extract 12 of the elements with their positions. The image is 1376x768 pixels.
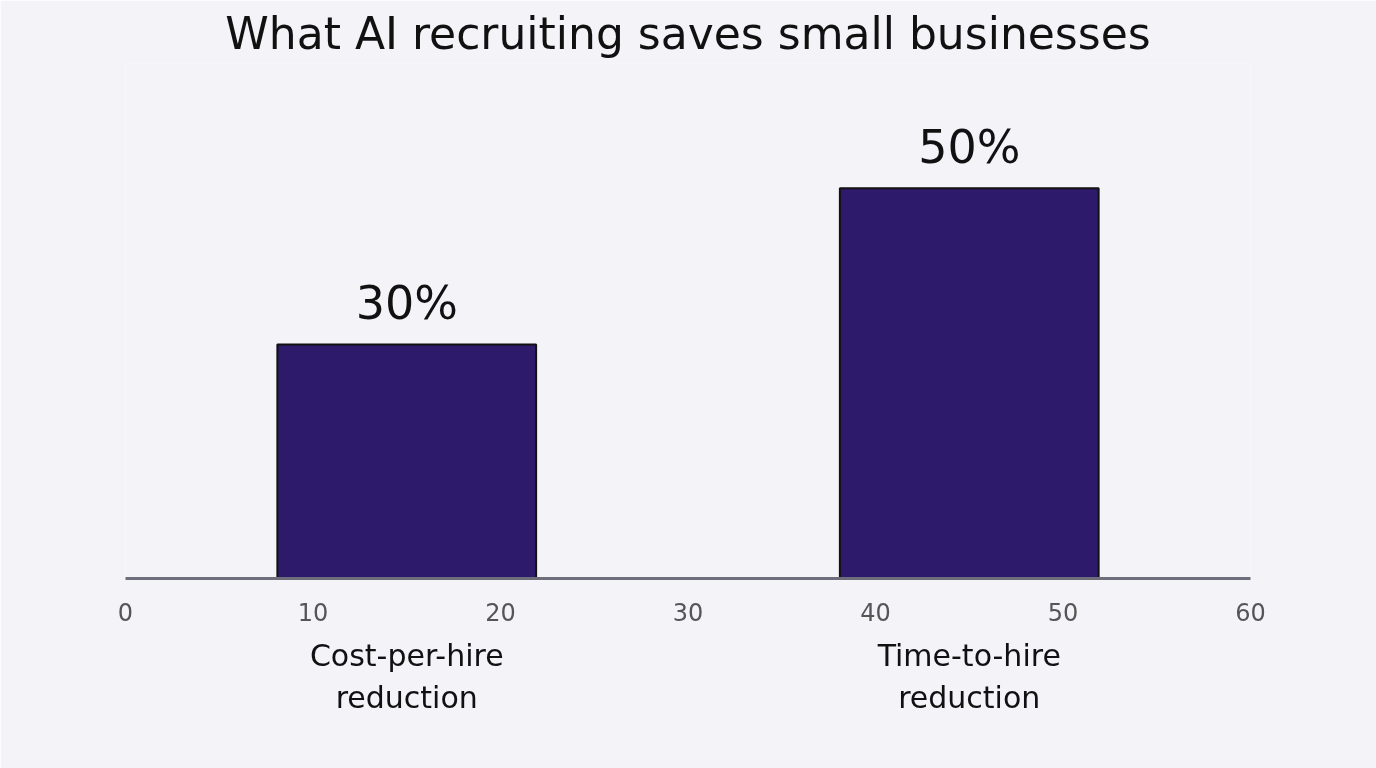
chart-title: What AI recruiting saves small businesses bbox=[225, 7, 1151, 59]
x-tick-label: Time-to-hire reduction bbox=[876, 637, 1061, 715]
text: 10 bbox=[297, 598, 329, 627]
data-label: 30% bbox=[355, 276, 458, 331]
x-tick-label: Cost-per-hire reduction bbox=[309, 637, 504, 715]
text: 40 bbox=[860, 598, 891, 627]
text: 20 bbox=[485, 598, 516, 627]
text: 50 bbox=[1047, 598, 1079, 627]
text: 60 bbox=[1235, 598, 1266, 627]
text: 30 bbox=[672, 598, 704, 627]
data-label: 50% bbox=[918, 120, 1021, 175]
text: 0 bbox=[117, 598, 134, 627]
